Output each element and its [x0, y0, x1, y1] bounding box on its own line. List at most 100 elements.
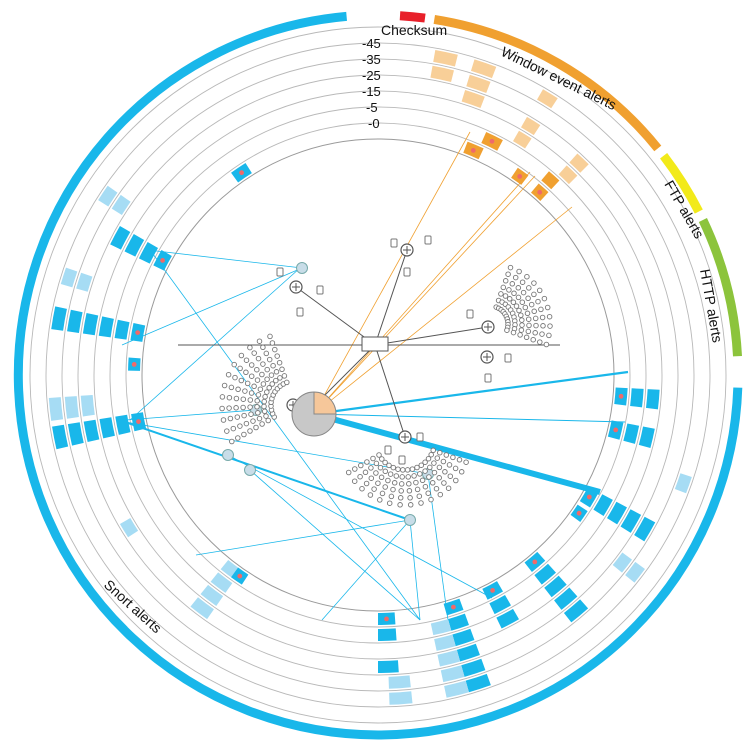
cluster-host[interactable]	[228, 384, 235, 391]
window-alert-block[interactable]	[433, 50, 458, 67]
cluster-host[interactable]	[519, 317, 525, 323]
cluster-host[interactable]	[436, 475, 442, 481]
cluster-host[interactable]	[431, 469, 438, 476]
snort-alert-block[interactable]	[489, 594, 511, 615]
cluster-host[interactable]	[502, 293, 509, 299]
host-device-icon[interactable]	[403, 267, 411, 277]
host-device-icon[interactable]	[424, 235, 432, 245]
cluster-host[interactable]	[416, 493, 423, 499]
cluster-host[interactable]	[524, 310, 531, 317]
cluster-host[interactable]	[536, 287, 543, 294]
cluster-host[interactable]	[427, 464, 433, 471]
cluster-host[interactable]	[526, 322, 532, 329]
window-alert-block[interactable]	[521, 116, 541, 136]
cluster-host[interactable]	[261, 403, 267, 410]
cluster-host[interactable]	[248, 390, 255, 396]
cluster-host[interactable]	[532, 315, 539, 322]
cluster-host[interactable]	[264, 389, 270, 395]
window-alert-block[interactable]	[513, 130, 532, 149]
cluster-host[interactable]	[409, 466, 416, 472]
cluster-host[interactable]	[268, 372, 275, 378]
cluster-host[interactable]	[391, 480, 398, 486]
cluster-host[interactable]	[498, 291, 504, 297]
snort-alert-block[interactable]	[200, 584, 224, 607]
cluster-host[interactable]	[224, 428, 230, 434]
host-device-icon[interactable]	[276, 267, 284, 277]
snort-alert-block[interactable]	[119, 518, 139, 538]
cluster-host[interactable]	[407, 495, 413, 501]
cluster-host[interactable]	[430, 447, 436, 454]
snort-alert-block[interactable]	[64, 396, 79, 419]
cluster-host[interactable]	[371, 486, 377, 492]
snort-alert-block[interactable]	[623, 423, 640, 444]
snort-alert-block[interactable]	[437, 649, 461, 667]
cluster-host[interactable]	[456, 457, 463, 463]
cluster-host[interactable]	[373, 470, 379, 476]
host-device-icon[interactable]	[390, 238, 398, 248]
cluster-host[interactable]	[510, 329, 517, 336]
snort-alert-block[interactable]	[190, 597, 214, 620]
cluster-host[interactable]	[532, 330, 538, 336]
cluster-host[interactable]	[266, 356, 273, 363]
cluster-host[interactable]	[368, 465, 374, 471]
cluster-host[interactable]	[543, 341, 550, 348]
cluster-host[interactable]	[256, 415, 263, 422]
cluster-host[interactable]	[506, 296, 513, 302]
cluster-host[interactable]	[512, 274, 519, 281]
window-alert-block[interactable]	[558, 165, 578, 185]
cluster-host[interactable]	[219, 405, 225, 412]
cluster-host[interactable]	[364, 459, 370, 465]
cluster-host[interactable]	[263, 413, 269, 419]
cluster-host[interactable]	[242, 388, 248, 394]
cluster-host[interactable]	[256, 338, 263, 344]
cluster-host[interactable]	[254, 366, 260, 373]
cluster-host[interactable]	[382, 459, 388, 466]
cluster-host[interactable]	[425, 490, 431, 496]
snort-alert-block[interactable]	[378, 660, 399, 673]
cluster-host[interactable]	[255, 410, 261, 416]
cluster-host[interactable]	[453, 477, 459, 484]
cluster-host[interactable]	[267, 333, 273, 340]
cluster-host[interactable]	[262, 393, 268, 400]
cluster-host[interactable]	[458, 469, 465, 475]
cluster-host[interactable]	[519, 322, 525, 328]
window-alert-block[interactable]	[466, 74, 491, 94]
cluster-host[interactable]	[531, 291, 537, 298]
cluster-host[interactable]	[284, 379, 290, 386]
cluster-host[interactable]	[404, 467, 411, 473]
snort-alert-block[interactable]	[82, 313, 99, 336]
cluster-host[interactable]	[405, 474, 411, 480]
cluster-host[interactable]	[231, 361, 237, 368]
snort-alert-block[interactable]	[124, 234, 145, 257]
cluster-host[interactable]	[443, 452, 450, 458]
snort-alert-block[interactable]	[110, 226, 131, 250]
cluster-host[interactable]	[363, 480, 370, 487]
cluster-host[interactable]	[254, 377, 261, 383]
category-arc-snort-alerts-right[interactable]	[377, 387, 743, 740]
cluster-host[interactable]	[273, 377, 279, 384]
cluster-host[interactable]	[429, 480, 436, 486]
cluster-host[interactable]	[386, 500, 393, 506]
cluster-host[interactable]	[357, 473, 363, 480]
cluster-host[interactable]	[237, 423, 243, 429]
cluster-host[interactable]	[230, 425, 237, 432]
cluster-host[interactable]	[241, 431, 247, 438]
cluster-host[interactable]	[519, 299, 526, 305]
snort-alert-block[interactable]	[98, 185, 118, 207]
snort-alert-block[interactable]	[593, 494, 613, 516]
cluster-host[interactable]	[425, 455, 432, 462]
category-arc-http-alerts[interactable]	[698, 218, 742, 357]
cluster-host[interactable]	[377, 464, 384, 471]
snort-alert-block[interactable]	[645, 389, 660, 410]
cluster-host[interactable]	[264, 366, 270, 373]
cluster-host[interactable]	[414, 486, 421, 493]
snort-alert-block[interactable]	[83, 419, 100, 443]
highlighted-host-node[interactable]	[222, 449, 234, 461]
cluster-host[interactable]	[251, 350, 257, 356]
cluster-host[interactable]	[397, 502, 403, 508]
cluster-host[interactable]	[270, 362, 276, 369]
cluster-host[interactable]	[446, 462, 453, 468]
cluster-host[interactable]	[437, 449, 443, 456]
snort-alert-block[interactable]	[674, 473, 692, 494]
cluster-host[interactable]	[507, 264, 514, 271]
